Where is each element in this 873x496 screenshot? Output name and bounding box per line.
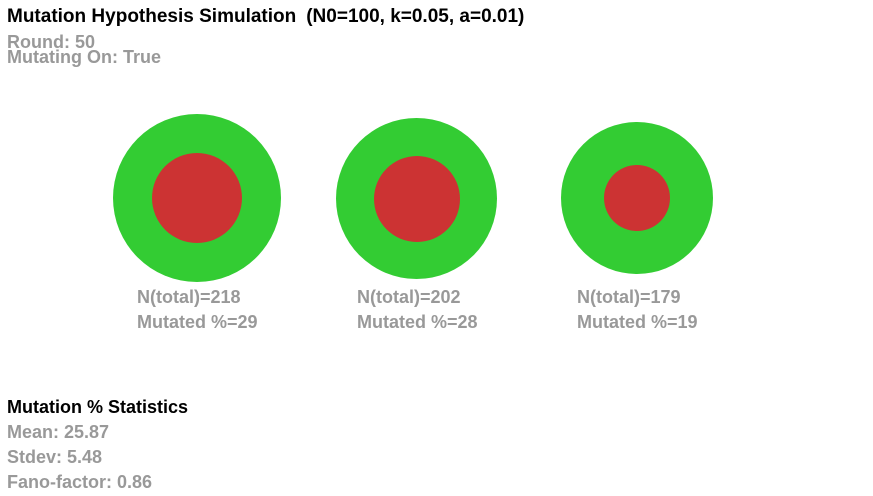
colony-circle-3	[561, 122, 713, 274]
stat-stdev: Stdev: 5.48	[7, 447, 103, 467]
colony-mutated-label-2: Mutated %=28	[357, 312, 478, 332]
mutating-status: Mutating On: True	[7, 47, 161, 67]
stat-fano-factor: Fano-factor: 0.86	[7, 472, 153, 492]
mutated-core-1	[152, 153, 242, 243]
colony-total-label-3: N(total)=179	[577, 287, 681, 307]
colony-circle-2	[336, 118, 497, 279]
colony-mutated-label-3: Mutated %=19	[577, 312, 698, 332]
title-text: Mutation Hypothesis Simulation	[7, 6, 297, 27]
title-params: (N0=100, k=0.05, a=0.01)	[306, 6, 525, 27]
stat-mean: Mean: 25.87	[7, 422, 110, 442]
round-counter: Round: 50	[7, 32, 95, 52]
mutated-core-2	[373, 155, 460, 242]
colony-total-label-1: N(total)=218	[137, 287, 241, 307]
colony-total-label-2: N(total)=202	[357, 287, 461, 307]
page-title: Mutation Hypothesis Simulation (N0=100, k…	[7, 6, 524, 28]
colony-mutated-label-1: Mutated %=29	[137, 312, 258, 332]
mutated-core-3	[604, 165, 670, 231]
statistics-title: Mutation % Statistics	[7, 397, 189, 417]
colony-circle-1	[113, 114, 281, 282]
